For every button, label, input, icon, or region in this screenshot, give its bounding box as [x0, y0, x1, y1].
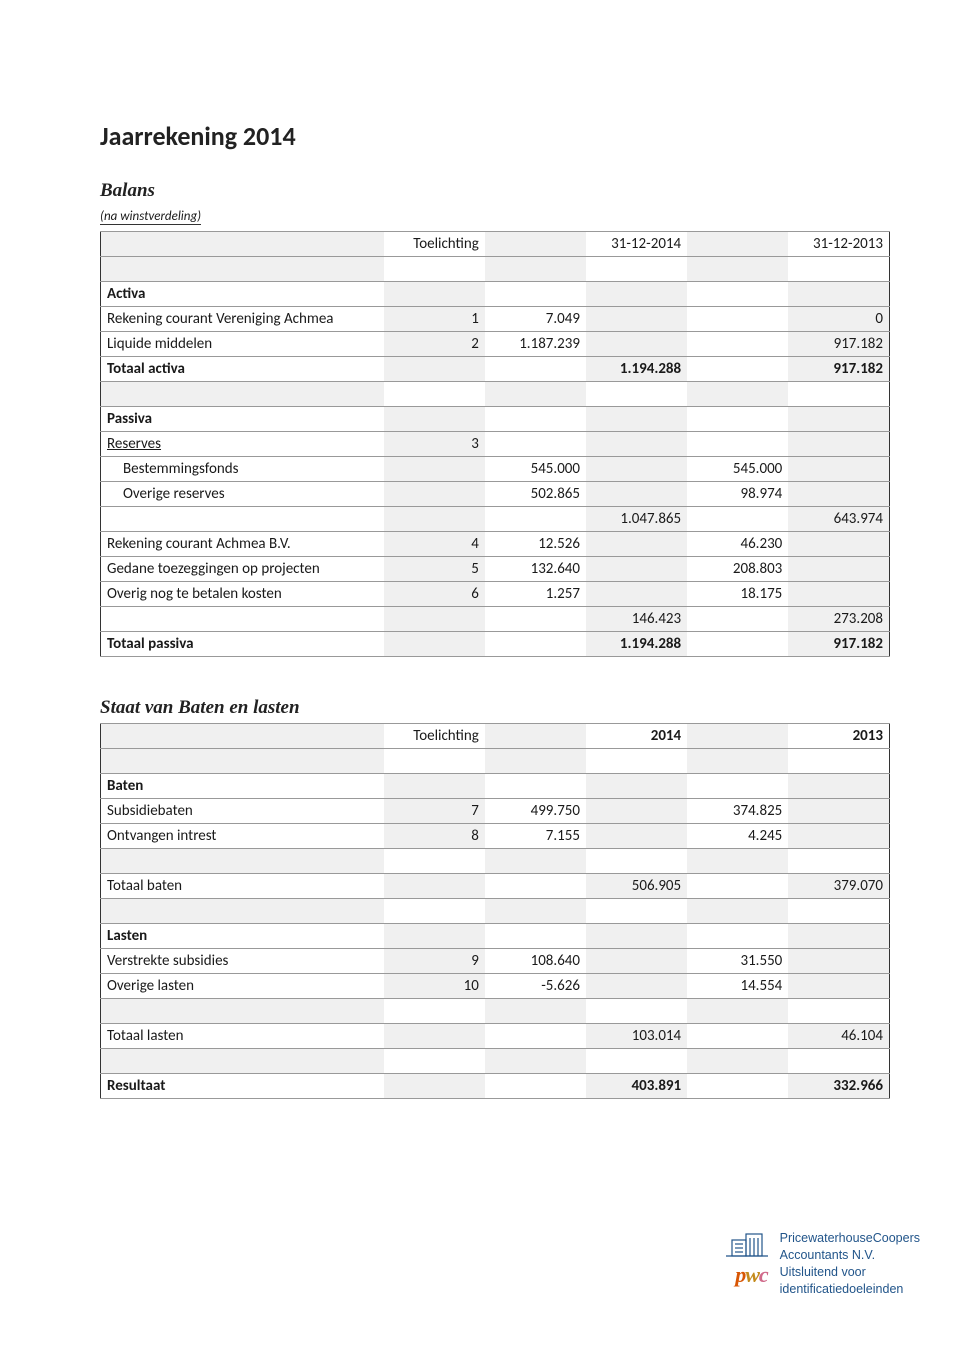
row-bestemmingsfonds: Bestemmingsfonds 545.000 545.000 [101, 457, 890, 482]
row-reserves-subtotal: 1.047.865 643.974 [101, 507, 890, 532]
row-gedane: Gedane toezeggingen op projecten 5 132.6… [101, 557, 890, 582]
row-subsidiebaten: Subsidiebaten 7 499.750 374.825 [101, 799, 890, 824]
row-totaal-passiva: Totaal passiva 1.194.288 917.182 [101, 632, 890, 657]
balans-subnote: (na winstverdeling) [100, 209, 201, 225]
row-lasten: Lasten [101, 924, 890, 949]
row-overig-kosten: Overig nog te betalen kosten 6 1.257 18.… [101, 582, 890, 607]
balans-table: Toelichting 31-12-2014 31-12-2013 Activa… [100, 231, 890, 657]
row-resultaat: Resultaat 403.891 332.966 [101, 1074, 890, 1099]
row-reserves: Reserves 3 [101, 432, 890, 457]
pwc-wordmark: pwc [735, 1262, 767, 1288]
row-baten: Baten [101, 774, 890, 799]
row-overige-lasten: Overige lasten 10 -5.626 14.554 [101, 974, 890, 999]
row-totaal-activa: Totaal activa 1.194.288 917.182 [101, 357, 890, 382]
row-passiva-subtotal: 146.423 273.208 [101, 607, 890, 632]
col-2014: 31-12-2014 [586, 232, 687, 257]
row-rek-ver-achmea: Rekening courant Vereniging Achmea 1 7.0… [101, 307, 890, 332]
row-verstrekte: Verstrekte subsidies 9 108.640 31.550 [101, 949, 890, 974]
pwc-logo: pwc [726, 1230, 768, 1288]
row-passiva: Passiva [101, 407, 890, 432]
col-toelichting: Toelichting [384, 232, 485, 257]
col-2014: 2014 [586, 724, 687, 749]
row-rek-achmea-bv: Rekening courant Achmea B.V. 4 12.526 46… [101, 532, 890, 557]
building-icon [726, 1230, 768, 1260]
section-staat-heading: Staat van Baten en lasten [100, 697, 890, 719]
pwc-stamp: pwc PricewaterhouseCoopers Accountants N… [726, 1230, 920, 1298]
staat-header-row: Toelichting 2014 2013 [101, 724, 890, 749]
col-2013: 2013 [788, 724, 889, 749]
row-totaal-baten: Totaal baten 506.905 379.070 [101, 874, 890, 899]
stamp-line3: Uitsluitend voor [780, 1264, 920, 1281]
stamp-line2: Accountants N.V. [780, 1247, 920, 1264]
row-activa: Activa [101, 282, 890, 307]
col-toelichting: Toelichting [384, 724, 485, 749]
stamp-line4: identificatiedoeleinden [780, 1281, 920, 1298]
stamp-line1: PricewaterhouseCoopers [780, 1230, 920, 1247]
section-balans-heading: Balans [100, 180, 890, 202]
row-liquide: Liquide middelen 2 1.187.239 917.182 [101, 332, 890, 357]
page-title: Jaarrekening 2014 [100, 120, 890, 152]
col-2013: 31-12-2013 [788, 232, 889, 257]
row-totaal-lasten: Totaal lasten 103.014 46.104 [101, 1024, 890, 1049]
staat-table: Toelichting 2014 2013 Baten Subsidiebate… [100, 723, 890, 1099]
row-overige-reserves: Overige reserves 502.865 98.974 [101, 482, 890, 507]
row-ontvangen-intrest: Ontvangen intrest 8 7.155 4.245 [101, 824, 890, 849]
balans-header-row: Toelichting 31-12-2014 31-12-2013 [101, 232, 890, 257]
